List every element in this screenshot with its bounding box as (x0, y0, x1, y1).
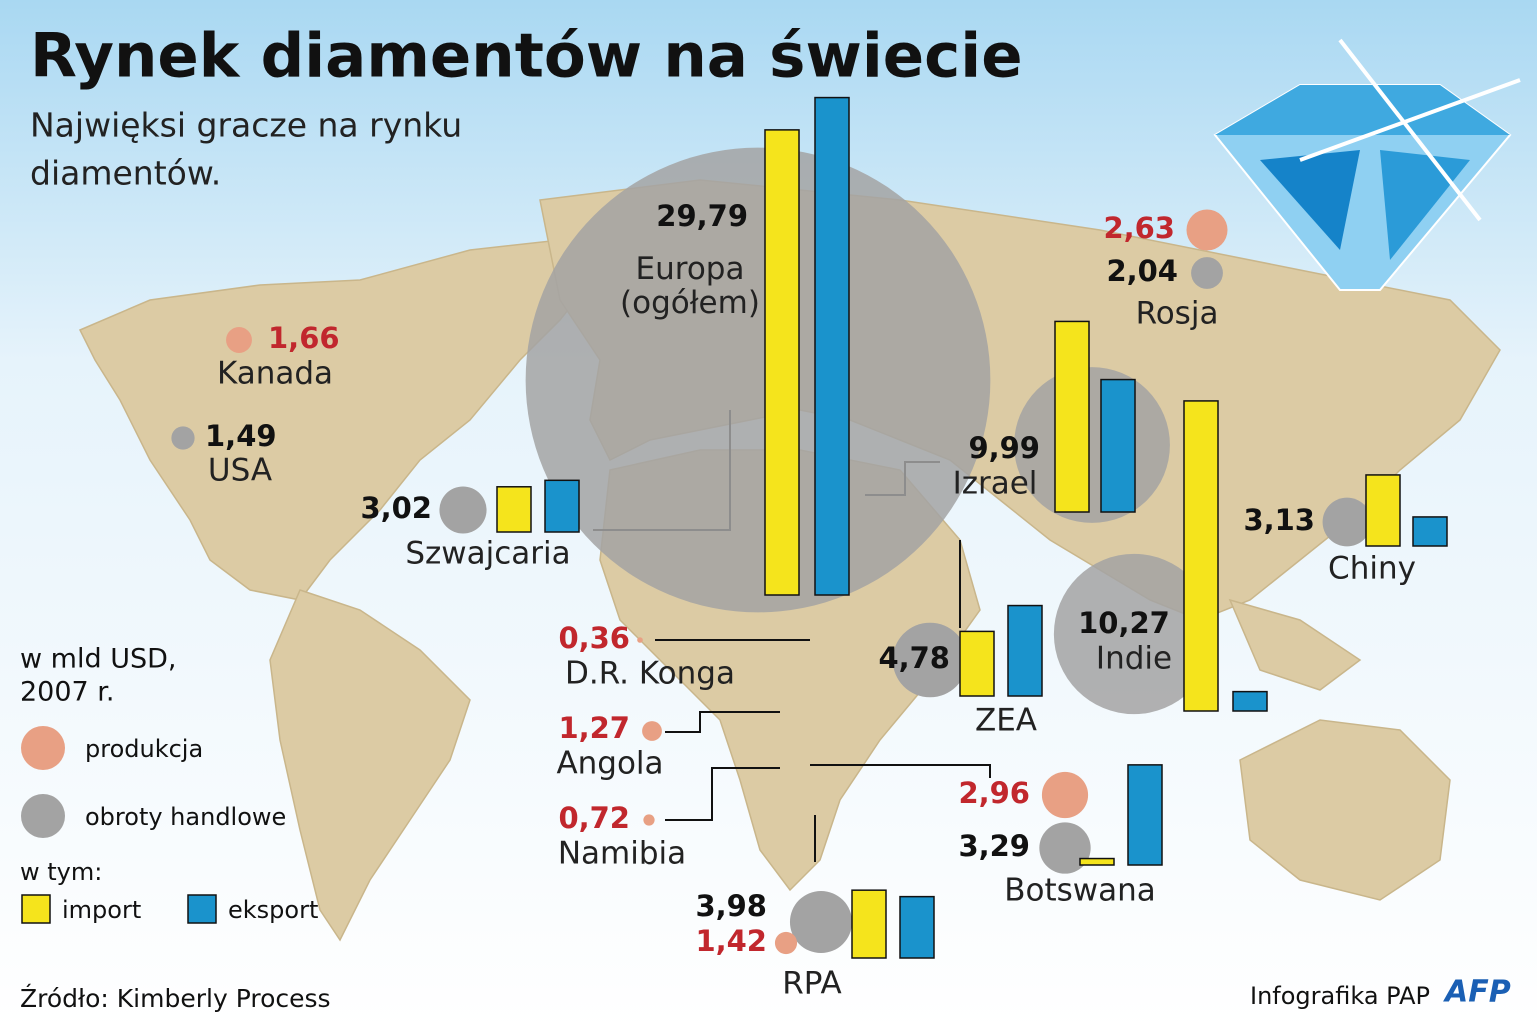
turnover-bubble (525, 147, 991, 613)
credit: Infografika PAP (1250, 982, 1430, 1010)
value-label: 2,04 (1106, 254, 1178, 288)
diamond (1213, 38, 1521, 291)
country-label: Namibia (558, 836, 686, 872)
turnover-bubble (171, 426, 195, 450)
export-bar (899, 895, 935, 959)
subtitle: Najwięksi gracze na rynku (30, 106, 462, 145)
country-label: Izrael (953, 466, 1038, 502)
country-label: USA (208, 453, 272, 489)
import-bar (1079, 857, 1115, 866)
country-label: Europa (ogółem) (620, 251, 760, 321)
logo: AFP (1443, 975, 1511, 1010)
country-label: Angola (556, 746, 663, 782)
export-bar (1412, 516, 1448, 547)
value-label: 3,98 (695, 889, 767, 923)
legend-label: eksport (228, 896, 318, 924)
country-label: Rosja (1136, 296, 1219, 332)
production-bubble (642, 721, 662, 741)
export-bar (544, 479, 580, 533)
country-label: Szwajcaria (405, 536, 570, 572)
export-bar (1007, 604, 1043, 697)
import-bar (496, 486, 532, 533)
legend-group-label: w tym: (20, 858, 102, 886)
world-map (78, 179, 1501, 942)
value-label: 9,99 (968, 431, 1040, 465)
export-bar (814, 96, 850, 596)
value-label: 0,36 (558, 621, 630, 655)
production-bubble (774, 931, 798, 955)
unit-label: 2007 r. (20, 677, 115, 708)
turnover-bubble (1039, 822, 1091, 874)
country-label: RPA (782, 966, 841, 1002)
export-bar (1232, 690, 1268, 712)
value-label: 4,78 (878, 641, 950, 675)
value-label: 1,42 (695, 924, 767, 958)
import-bar (764, 129, 800, 596)
import-bar (1054, 320, 1090, 513)
chart-title: Rynek diamentów na świecie (30, 21, 1023, 92)
import-bar (1183, 400, 1219, 712)
import-bar (1365, 474, 1401, 547)
turnover-bubble (439, 486, 487, 534)
turnover-bubble (1322, 497, 1372, 547)
export-bar (1127, 764, 1163, 866)
value-label: 3,29 (958, 829, 1030, 863)
import-bar (959, 630, 995, 697)
unit-label: w mld USD, (20, 644, 176, 675)
turnover-bubble (892, 622, 968, 698)
legend-swatch (21, 794, 65, 838)
value-label: 1,49 (205, 419, 277, 453)
subtitle: diamentów. (30, 154, 221, 193)
production-bubble (1041, 771, 1089, 819)
country-label: Chiny (1328, 551, 1416, 587)
value-label: 3,02 (360, 491, 432, 525)
country-label: Kanada (217, 356, 333, 392)
legend-swatch (21, 894, 51, 924)
turnover-bubble (1053, 553, 1215, 715)
production-bubble (226, 327, 252, 353)
import-bar (851, 889, 887, 959)
production-bubble (1186, 209, 1228, 251)
value-label: 0,72 (558, 801, 630, 835)
legend-label: import (62, 896, 141, 924)
legend-label: obroty handlowe (85, 803, 286, 831)
country-label: Indie (1096, 641, 1172, 677)
value-label: 1,27 (558, 711, 630, 745)
legend-label: produkcja (85, 735, 203, 763)
value-label: 10,27 (1078, 606, 1170, 640)
turnover-bubble (789, 890, 853, 954)
country-label: Botswana (1004, 873, 1156, 909)
legend-swatch (21, 726, 65, 770)
production-bubble (643, 814, 655, 826)
production-bubble (637, 637, 643, 643)
value-label: 29,79 (656, 199, 748, 233)
country-label: D.R. Konga (565, 656, 735, 692)
source: Źródło: Kimberly Process (20, 984, 331, 1013)
value-label: 1,66 (268, 321, 340, 355)
country-label: ZEA (975, 703, 1037, 739)
value-label: 3,13 (1243, 503, 1315, 537)
value-label: 2,96 (958, 776, 1030, 810)
value-label: 2,63 (1103, 211, 1175, 245)
export-bar (1100, 378, 1136, 513)
turnover-bubble (1191, 257, 1223, 289)
legend-swatch (187, 894, 217, 924)
